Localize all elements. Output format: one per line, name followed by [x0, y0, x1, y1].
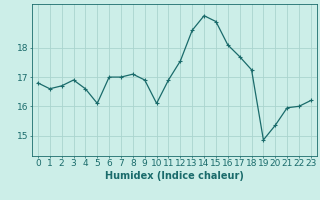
X-axis label: Humidex (Indice chaleur): Humidex (Indice chaleur): [105, 171, 244, 181]
